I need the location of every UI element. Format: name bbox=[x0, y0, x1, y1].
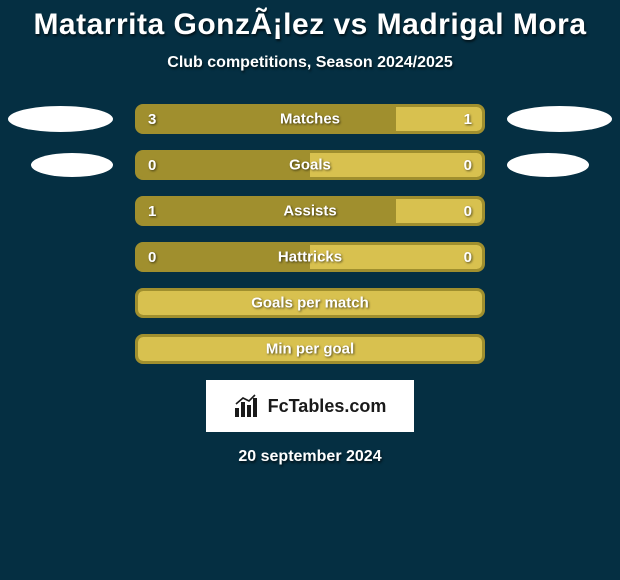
stat-rows: 31Matches00Goals10Assists00HattricksGoal… bbox=[0, 104, 620, 364]
stat-row: Goals per match bbox=[0, 288, 620, 318]
stat-left-segment bbox=[138, 337, 482, 361]
stat-bar: 00Goals bbox=[135, 150, 485, 180]
stat-left-segment bbox=[138, 291, 482, 315]
stat-left-value: 0 bbox=[138, 157, 166, 174]
player-photo-left bbox=[31, 153, 113, 177]
stat-left-segment: 3 bbox=[138, 107, 396, 131]
stat-right-value: 0 bbox=[454, 157, 482, 174]
stat-right-segment: 0 bbox=[396, 199, 482, 223]
stat-row: 00Hattricks bbox=[0, 242, 620, 272]
stat-row: Min per goal bbox=[0, 334, 620, 364]
stat-left-segment: 0 bbox=[138, 245, 310, 269]
bar-chart-icon bbox=[234, 394, 262, 418]
stat-right-segment: 1 bbox=[396, 107, 482, 131]
stat-left-value: 1 bbox=[138, 203, 166, 220]
stat-right-segment: 0 bbox=[310, 153, 482, 177]
stat-right-value: 0 bbox=[454, 249, 482, 266]
stat-row: 31Matches bbox=[0, 104, 620, 134]
stat-left-segment: 1 bbox=[138, 199, 396, 223]
page-title: Matarrita GonzÃ¡lez vs Madrigal Mora bbox=[0, 8, 620, 42]
stat-right-value: 1 bbox=[454, 111, 482, 128]
stat-bar: 00Hattricks bbox=[135, 242, 485, 272]
stat-bar: 31Matches bbox=[135, 104, 485, 134]
player-photo-right bbox=[507, 153, 589, 177]
stat-right-segment: 0 bbox=[310, 245, 482, 269]
stat-left-segment: 0 bbox=[138, 153, 310, 177]
player-photo-right bbox=[507, 106, 612, 132]
stat-left-value: 3 bbox=[138, 111, 166, 128]
brand-text: FcTables.com bbox=[268, 396, 387, 417]
stat-right-value: 0 bbox=[454, 203, 482, 220]
stat-bar: Min per goal bbox=[135, 334, 485, 364]
stat-row: 00Goals bbox=[0, 150, 620, 180]
date-label: 20 september 2024 bbox=[0, 448, 620, 466]
stat-bar: 10Assists bbox=[135, 196, 485, 226]
brand-logo: FcTables.com bbox=[206, 380, 414, 432]
stat-row: 10Assists bbox=[0, 196, 620, 226]
player-photo-left bbox=[8, 106, 113, 132]
stat-bar: Goals per match bbox=[135, 288, 485, 318]
page-subtitle: Club competitions, Season 2024/2025 bbox=[0, 54, 620, 72]
stat-left-value: 0 bbox=[138, 249, 166, 266]
comparison-card: Matarrita GonzÃ¡lez vs Madrigal Mora Clu… bbox=[0, 0, 620, 580]
